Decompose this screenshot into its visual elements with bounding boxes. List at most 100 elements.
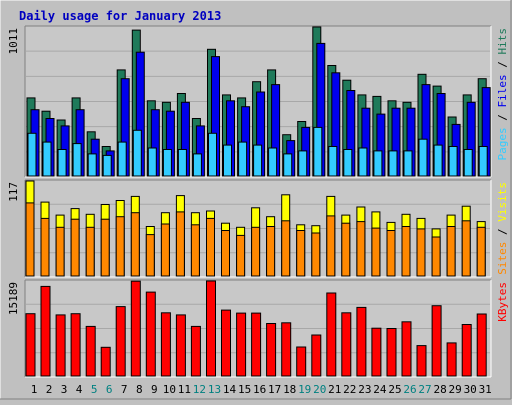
- x-tick-label-6: 6: [106, 383, 113, 396]
- bar-sites-day-18: [281, 220, 291, 277]
- bar-pages-day-27: [418, 138, 428, 177]
- bar-pages-day-30: [463, 149, 473, 177]
- legend-item-kbytes: KBytes: [496, 282, 509, 322]
- x-tick-label-12: 12: [193, 383, 206, 396]
- bar-kbytes-day-14: [221, 309, 231, 377]
- legend-item-visits: Visits: [496, 182, 509, 222]
- bar-kbytes-day-13: [206, 280, 216, 377]
- bar-pages-day-6: [102, 154, 112, 177]
- bar-kbytes-day-19: [296, 346, 307, 377]
- x-tick-label-20: 20: [313, 383, 326, 396]
- bar-kbytes-day-3: [55, 314, 66, 377]
- bar-sites-day-11: [175, 211, 185, 277]
- bar-kbytes-day-2: [40, 285, 51, 377]
- bar-pages-day-1: [27, 132, 37, 177]
- bar-pages-day-3: [57, 149, 67, 177]
- x-tick-label-17: 17: [268, 383, 281, 396]
- bar-kbytes-day-9: [145, 291, 156, 377]
- bar-kbytes-day-10: [160, 312, 171, 377]
- bar-sites-day-15: [236, 234, 246, 277]
- y-max-label-kbytes: 15189: [7, 282, 20, 315]
- x-tick-label-26: 26: [403, 383, 416, 396]
- legend-item-files: Files: [496, 74, 509, 107]
- bar-sites-day-26: [401, 226, 411, 277]
- bar-kbytes-day-20: [311, 334, 322, 377]
- x-tick-label-10: 10: [163, 383, 176, 396]
- bar-sites-day-7: [115, 216, 125, 277]
- bar-pages-day-18: [283, 153, 293, 177]
- bar-pages-day-22: [343, 149, 353, 177]
- legend-separator: /: [496, 108, 509, 128]
- bar-pages-day-25: [388, 150, 398, 177]
- bar-sites-day-1: [25, 202, 35, 277]
- x-tick-label-15: 15: [238, 383, 251, 396]
- bar-kbytes-day-27: [416, 345, 427, 377]
- x-axis-labels: 1 2 3 4 5 6 7 8 9 10 11 12 13 14 15 16 17 18 19 20 21 22 23 24 2…: [31, 383, 492, 396]
- bar-pages-day-10: [162, 149, 172, 177]
- bar-sites-day-13: [206, 217, 215, 277]
- bar-kbytes-day-22: [341, 312, 352, 377]
- bar-sites-day-31: [476, 226, 486, 277]
- bar-sites-day-25: [386, 230, 396, 277]
- legend-hits-files-pages: Pages / Files / Hits: [496, 28, 509, 161]
- bar-sites-day-12: [190, 224, 200, 277]
- x-tick-label-27: 27: [418, 383, 431, 396]
- legend-kbytes: KBytes: [496, 282, 509, 322]
- bar-kbytes-day-31: [476, 313, 487, 377]
- x-tick-label-9: 9: [151, 383, 158, 396]
- x-tick-label-24: 24: [373, 383, 387, 396]
- bar-kbytes-day-4: [70, 313, 81, 377]
- x-tick-label-11: 11: [178, 383, 191, 396]
- bar-sites-day-20: [311, 232, 321, 277]
- x-tick-label-23: 23: [358, 383, 371, 396]
- bar-pages-day-26: [403, 150, 413, 177]
- bar-sites-day-6: [100, 218, 110, 277]
- bar-sites-day-30: [461, 220, 471, 277]
- bar-pages-day-21: [328, 146, 338, 177]
- legend-item-pages: Pages: [496, 127, 509, 160]
- bar-pages-day-9: [147, 147, 157, 177]
- chart-title: Daily usage for January 2013: [19, 9, 221, 23]
- bar-pages-day-23: [358, 147, 368, 177]
- legend-item-sites: Sites: [496, 242, 509, 275]
- bar-pages-day-7: [117, 141, 127, 177]
- bar-pages-day-8: [132, 129, 142, 177]
- bar-pages-day-24: [373, 150, 383, 177]
- bar-pages-day-15: [238, 141, 248, 177]
- bar-sites-day-24: [371, 227, 381, 277]
- bar-kbytes-day-8: [130, 280, 141, 377]
- bar-pages-day-31: [478, 146, 488, 177]
- bar-pages-day-20: [313, 126, 323, 177]
- bar-pages-day-11: [177, 149, 187, 177]
- x-tick-label-29: 29: [448, 383, 461, 396]
- bar-kbytes-day-28: [431, 305, 442, 377]
- bar-sites-day-28: [431, 236, 441, 277]
- x-tick-label-13: 13: [208, 383, 221, 396]
- x-tick-label-8: 8: [136, 383, 143, 396]
- x-tick-label-31: 31: [479, 383, 492, 396]
- bar-pages-day-19: [298, 150, 308, 177]
- bar-kbytes-day-7: [115, 306, 126, 377]
- x-tick-label-21: 21: [328, 383, 341, 396]
- x-tick-label-28: 28: [433, 383, 446, 396]
- x-tick-label-14: 14: [223, 383, 237, 396]
- bar-pages-day-13: [208, 132, 217, 177]
- y-axis-labels: 1011 117 15189: [7, 28, 20, 315]
- bar-sites-day-10: [160, 223, 170, 277]
- x-tick-label-19: 19: [298, 383, 311, 396]
- bar-sites-day-21: [326, 215, 336, 277]
- bar-kbytes-day-6: [100, 346, 111, 377]
- bar-kbytes-day-26: [401, 321, 412, 377]
- y-max-label-visits-sites: 117: [7, 182, 20, 202]
- legend-separator: /: [496, 55, 509, 75]
- bar-sites-day-19: [296, 230, 306, 277]
- bar-sites-day-17: [266, 226, 276, 277]
- bar-kbytes-day-24: [371, 327, 382, 377]
- bar-pages-day-14: [223, 144, 232, 177]
- x-tick-label-7: 7: [121, 383, 128, 396]
- bar-sites-day-3: [55, 226, 65, 277]
- x-tick-label-30: 30: [464, 383, 477, 396]
- x-tick-label-18: 18: [283, 383, 296, 396]
- x-tick-label-3: 3: [61, 383, 68, 396]
- bar-kbytes-day-1: [25, 313, 36, 377]
